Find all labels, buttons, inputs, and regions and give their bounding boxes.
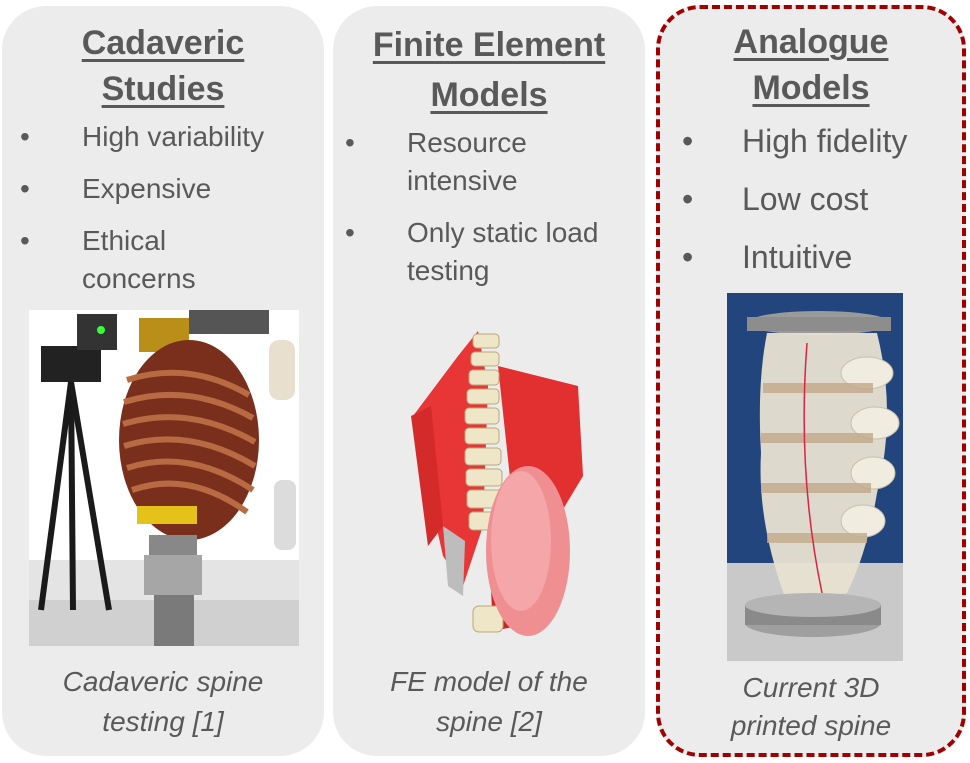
bullet-text: High variability bbox=[82, 121, 265, 152]
panel-analogue: Analogue Models • High fidelity • Low co… bbox=[656, 5, 966, 757]
bullet-text: High fidelity bbox=[742, 123, 908, 159]
list-item: • High fidelity bbox=[682, 121, 970, 179]
bullet-icon: • bbox=[345, 217, 355, 248]
panel-finite-element: Finite Element Models • Resource intensi… bbox=[333, 6, 645, 756]
bullet-text: Resource intensive bbox=[407, 127, 527, 196]
caption-line: Cadaveric spine bbox=[62, 666, 264, 697]
title-line: Models bbox=[752, 69, 870, 107]
list-item: • Intuitive bbox=[682, 237, 970, 277]
caption-line: printed spine bbox=[730, 710, 892, 741]
bullet-icon: • bbox=[345, 127, 355, 158]
cadaveric-spine-photo bbox=[29, 310, 299, 646]
caption-line: FE model of the bbox=[390, 666, 588, 697]
caption-line: testing [1] bbox=[102, 706, 224, 737]
title-line: Analogue bbox=[733, 23, 889, 61]
list-item: • Ethical concerns bbox=[20, 222, 320, 298]
panel-title: Finite Element Models bbox=[333, 20, 645, 120]
list-item: • Only static load testing bbox=[345, 214, 645, 290]
printed-spine-photo bbox=[727, 293, 903, 661]
title-line: Models bbox=[430, 76, 548, 114]
bullet-icon: • bbox=[682, 181, 694, 217]
list-item: • Expensive bbox=[20, 170, 320, 222]
bullet-icon: • bbox=[20, 173, 30, 204]
bullet-icon: • bbox=[682, 123, 694, 159]
fe-model-render bbox=[403, 326, 593, 636]
bullet-icon: • bbox=[20, 121, 30, 152]
bullet-list: • High variability • Expensive • Ethical… bbox=[20, 118, 320, 298]
caption-line: Current 3D bbox=[742, 672, 880, 703]
list-item: • Low cost bbox=[682, 179, 970, 237]
panel-title: Analogue Models bbox=[660, 19, 962, 111]
bullet-text: Only static load testing bbox=[407, 217, 599, 286]
panel-cadaveric: Cadaveric Studies • High variability • E… bbox=[2, 6, 324, 756]
panel-title: Cadaveric Studies bbox=[2, 20, 324, 112]
bullet-icon: • bbox=[682, 239, 694, 275]
title-line: Cadaveric bbox=[81, 24, 245, 62]
title-line: Finite Element bbox=[372, 26, 606, 64]
caption: Current 3D printed spine bbox=[660, 669, 962, 745]
title-line: Studies bbox=[101, 70, 225, 108]
bullet-list: • High fidelity • Low cost • Intuitive bbox=[682, 121, 970, 277]
caption: Cadaveric spine testing [1] bbox=[2, 662, 324, 742]
caption: FE model of the spine [2] bbox=[333, 662, 645, 742]
bullet-list: • Resource intensive • Only static load … bbox=[345, 124, 645, 290]
bullet-text: Low cost bbox=[742, 181, 869, 217]
bullet-text: Expensive bbox=[82, 173, 212, 204]
caption-line: spine [2] bbox=[436, 706, 542, 737]
bullet-icon: • bbox=[20, 225, 30, 256]
bullet-text: Ethical concerns bbox=[82, 225, 196, 294]
bullet-text: Intuitive bbox=[742, 239, 853, 275]
list-item: • High variability bbox=[20, 118, 320, 170]
list-item: • Resource intensive bbox=[345, 124, 645, 214]
